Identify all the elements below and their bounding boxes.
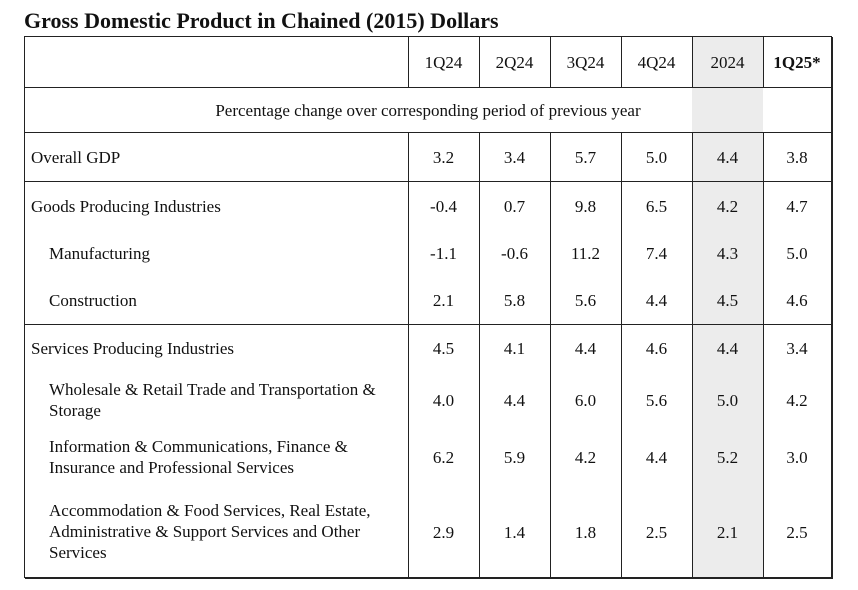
column-header: 2Q24 bbox=[495, 53, 534, 72]
column-divider bbox=[550, 132, 551, 577]
column-divider bbox=[692, 132, 693, 577]
table-cell: 1.4 bbox=[503, 523, 526, 542]
column-divider bbox=[479, 37, 480, 87]
column-divider bbox=[763, 132, 764, 577]
column-header: 3Q24 bbox=[566, 53, 605, 72]
table-cell: 5.6 bbox=[574, 291, 597, 310]
row-label: Accommodation & Food Services, Real Esta… bbox=[49, 501, 371, 562]
table-cell: 3.0 bbox=[786, 448, 808, 467]
column-divider bbox=[621, 37, 622, 87]
table-cell: 1.8 bbox=[574, 523, 597, 542]
table-cell: 3.4 bbox=[503, 148, 526, 167]
table-cell: 5.0 bbox=[716, 391, 739, 410]
row-label: Services Producing Industries bbox=[31, 339, 235, 358]
table-cell: 7.4 bbox=[645, 244, 668, 263]
table-cell: 2.9 bbox=[432, 523, 455, 542]
table-cell: 5.2 bbox=[716, 448, 739, 467]
table-cell: 4.7 bbox=[786, 197, 808, 216]
table-rule bbox=[25, 87, 831, 88]
row-label: Information & Communications, Finance & … bbox=[49, 437, 348, 477]
table-cell: 4.4 bbox=[716, 339, 739, 358]
table-cell: 4.1 bbox=[503, 339, 526, 358]
table-cell: 6.2 bbox=[432, 448, 455, 467]
table-cell: 2.1 bbox=[432, 291, 455, 310]
table-cell: 6.5 bbox=[645, 197, 668, 216]
table-cell: 4.2 bbox=[786, 391, 808, 410]
table-cell: 4.4 bbox=[645, 448, 668, 467]
table-cell: -1.1 bbox=[430, 244, 457, 263]
column-divider bbox=[479, 132, 480, 577]
table-cell: 4.2 bbox=[574, 448, 597, 467]
table-cell: 5.6 bbox=[645, 391, 668, 410]
gdp-table: Percentage change over corresponding per… bbox=[24, 36, 832, 578]
table-cell: 5.8 bbox=[503, 291, 526, 310]
subheader: Percentage change over corresponding per… bbox=[215, 101, 641, 120]
row-label: Wholesale & Retail Trade and Transportat… bbox=[49, 380, 376, 420]
table-cell: 4.4 bbox=[645, 291, 668, 310]
row-label: Construction bbox=[49, 291, 137, 310]
table-cell: 2.1 bbox=[716, 523, 739, 542]
table-cell: 4.6 bbox=[786, 291, 808, 310]
table-cell: 2.5 bbox=[786, 523, 808, 542]
column-header: 1Q25* bbox=[773, 53, 821, 72]
table-cell: -0.4 bbox=[430, 197, 457, 216]
table-cell: 5.0 bbox=[645, 148, 668, 167]
table-cell: 5.9 bbox=[503, 448, 526, 467]
table-cell: 4.5 bbox=[716, 291, 739, 310]
column-header: 1Q24 bbox=[424, 53, 463, 72]
row-label: Overall GDP bbox=[31, 148, 121, 167]
column-divider bbox=[408, 37, 409, 87]
column-header: 2024 bbox=[710, 53, 745, 72]
table-rule bbox=[25, 181, 831, 182]
year-2024-column-shading bbox=[692, 37, 763, 577]
column-divider bbox=[408, 132, 409, 577]
table-cell: 3.4 bbox=[786, 339, 808, 358]
table-cell: 4.3 bbox=[716, 244, 739, 263]
table-cell: 4.4 bbox=[716, 148, 739, 167]
column-divider bbox=[763, 37, 764, 87]
table-rule bbox=[25, 132, 831, 133]
column-divider bbox=[621, 132, 622, 577]
row-label: Goods Producing Industries bbox=[31, 197, 221, 216]
column-divider bbox=[692, 37, 693, 87]
table-cell: 4.4 bbox=[503, 391, 526, 410]
row-label: Manufacturing bbox=[49, 244, 151, 263]
column-divider bbox=[550, 37, 551, 87]
table-cell: 0.7 bbox=[503, 197, 526, 216]
table-cell: 3.8 bbox=[786, 148, 808, 167]
table-cell: 4.0 bbox=[432, 391, 455, 410]
table-cell: 4.5 bbox=[432, 339, 455, 358]
table-cell: 5.7 bbox=[574, 148, 597, 167]
table-cell: 4.2 bbox=[716, 197, 739, 216]
table-cell: 9.8 bbox=[574, 197, 597, 216]
table-cell: 2.5 bbox=[645, 523, 668, 542]
table-rule bbox=[25, 324, 831, 325]
table-cell: 4.6 bbox=[645, 339, 668, 358]
column-header: 4Q24 bbox=[637, 53, 676, 72]
page-title: Gross Domestic Product in Chained (2015)… bbox=[24, 8, 499, 33]
table-cell: 11.2 bbox=[570, 244, 601, 263]
table-cell: 4.4 bbox=[574, 339, 597, 358]
table-cell: 3.2 bbox=[432, 148, 455, 167]
table-cell: 5.0 bbox=[786, 244, 808, 263]
table-cell: 6.0 bbox=[574, 391, 597, 410]
table-cell: -0.6 bbox=[501, 244, 528, 263]
